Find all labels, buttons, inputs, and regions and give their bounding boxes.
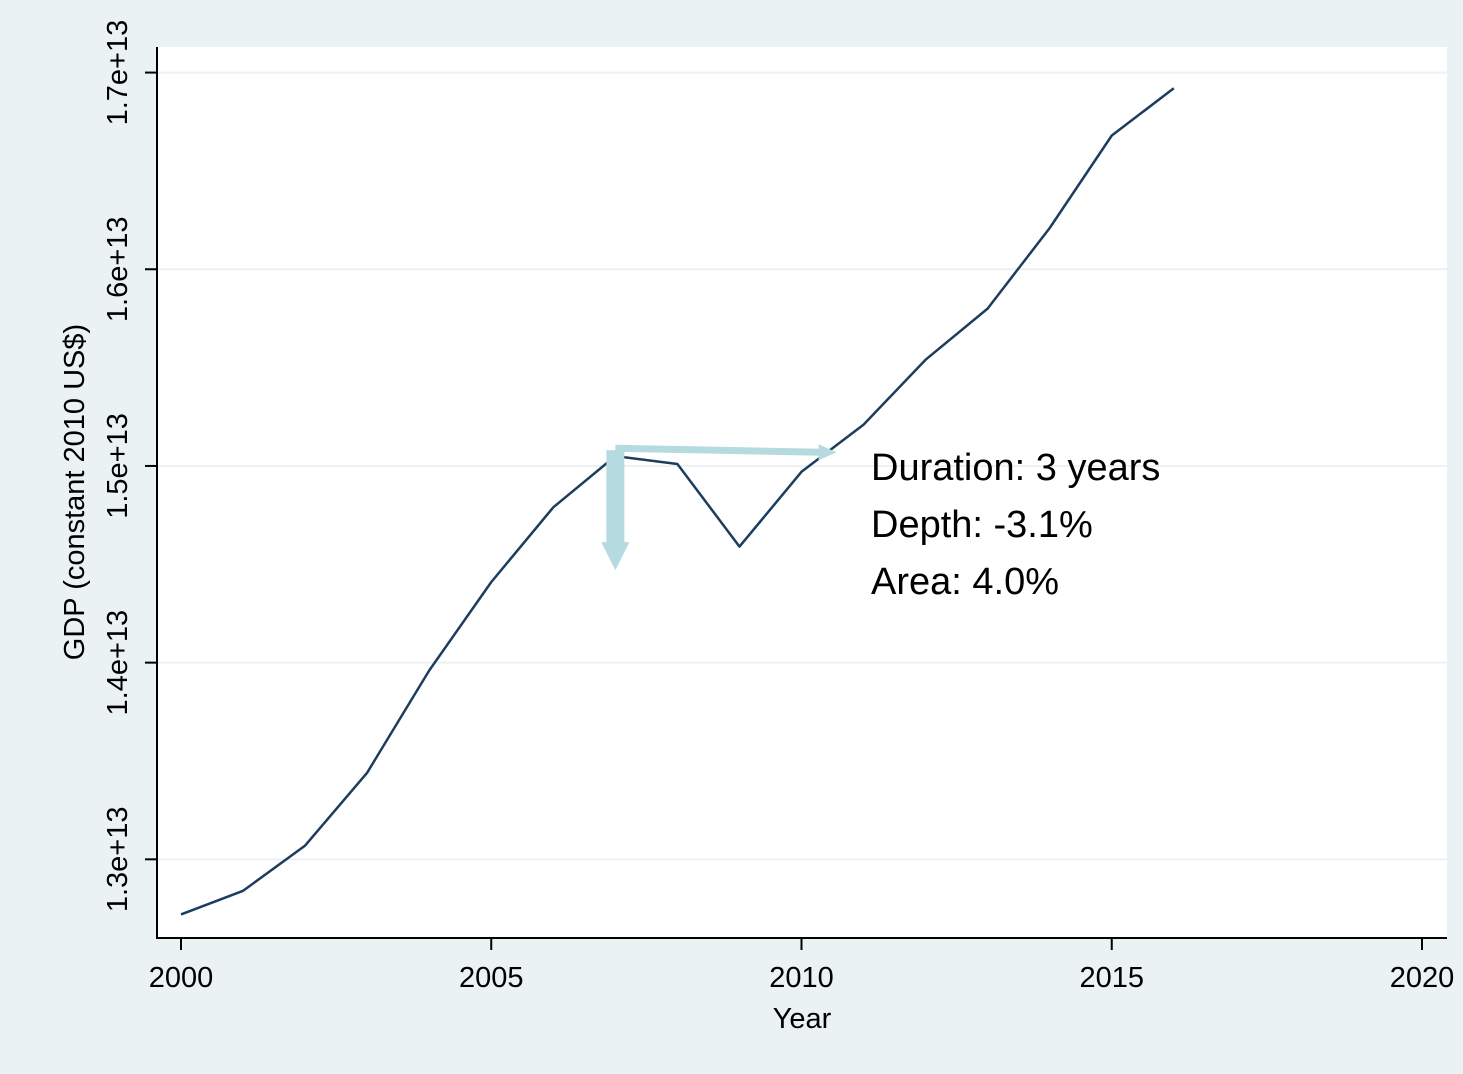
y-axis-title: GDP (constant 2010 US$) bbox=[59, 324, 91, 660]
annotation-text-line: Duration: 3 years bbox=[871, 447, 1160, 489]
x-tick-label: 2020 bbox=[1390, 962, 1455, 994]
series bbox=[180, 87, 1175, 916]
annotation-text-line: Area: 4.0% bbox=[871, 561, 1059, 603]
x-tick-label: 2000 bbox=[149, 962, 214, 994]
x-tick-label: 2005 bbox=[459, 962, 524, 994]
x-axis-title: Year bbox=[773, 1003, 832, 1035]
depth-arrow-shaft bbox=[606, 450, 625, 545]
x-tick-label: 2010 bbox=[769, 962, 834, 994]
y-tick-label: 1.6e+13 bbox=[102, 216, 134, 322]
gdp-series-line bbox=[180, 87, 1175, 916]
duration-arrow-head bbox=[818, 444, 837, 461]
gridlines bbox=[157, 71, 1447, 861]
duration-arrow-shaft bbox=[615, 444, 821, 456]
x-axis-ticks: 2000 2005 2010 2015 2020 bbox=[149, 938, 1455, 994]
y-tick-label: 1.3e+13 bbox=[102, 807, 134, 913]
y-tick-label: 1.4e+13 bbox=[102, 610, 134, 716]
annotation-text-line: Depth: -3.1% bbox=[871, 504, 1093, 546]
plot-area bbox=[157, 47, 1447, 938]
y-tick-label: 1.7e+13 bbox=[102, 20, 134, 126]
annotations: Duration: 3 years Depth: -3.1% Area: 4.0% bbox=[601, 444, 1160, 603]
y-axis-ticks: 1.3e+13 1.4e+13 1.5e+13 1.6e+13 1.7e+13 bbox=[102, 20, 157, 912]
x-tick-label: 2015 bbox=[1079, 962, 1144, 994]
depth-arrow-head bbox=[601, 542, 630, 571]
y-tick-label: 1.5e+13 bbox=[102, 413, 134, 519]
